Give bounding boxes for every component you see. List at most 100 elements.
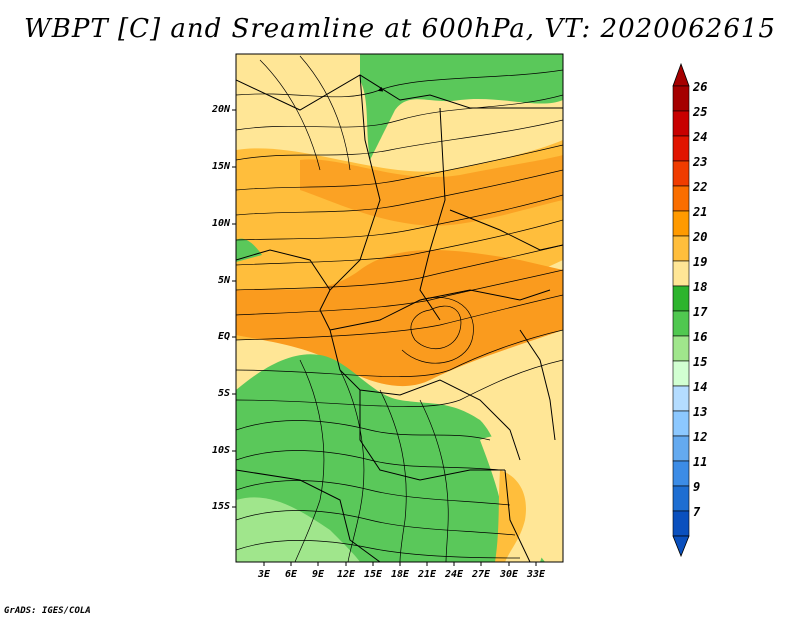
lon-label: 3E bbox=[257, 569, 271, 580]
border-line bbox=[319, 74, 381, 331]
border-line bbox=[236, 74, 563, 111]
border-line bbox=[329, 289, 551, 331]
colorbar-label: 25 bbox=[693, 105, 708, 119]
streamline bbox=[236, 359, 563, 407]
colorbar-label: 12 bbox=[693, 430, 708, 444]
streamline bbox=[236, 294, 563, 341]
streamline bbox=[236, 94, 563, 131]
streamline bbox=[299, 55, 351, 171]
streamline bbox=[339, 369, 365, 562]
colorbar-segment bbox=[672, 110, 690, 137]
field-green-south bbox=[236, 354, 545, 562]
streamline bbox=[236, 329, 563, 378]
colorbar-segment bbox=[672, 310, 690, 337]
streamline bbox=[236, 119, 563, 161]
border-line bbox=[329, 329, 521, 461]
colorbar-segment bbox=[672, 260, 690, 287]
border-line bbox=[359, 390, 505, 481]
streamline bbox=[236, 540, 521, 559]
colorbar-label: 9 bbox=[693, 480, 701, 494]
lat-ticks bbox=[232, 109, 236, 508]
colorbar-segment bbox=[672, 160, 690, 187]
border-line bbox=[236, 469, 381, 562]
colorbar-label: 20 bbox=[693, 230, 708, 244]
streamline bbox=[236, 480, 511, 506]
lon-label: 6E bbox=[284, 569, 298, 580]
lat-label: 15N bbox=[211, 161, 230, 172]
streamline bbox=[236, 244, 563, 291]
lon-label: 15E bbox=[363, 569, 383, 580]
colorbar-segment bbox=[672, 185, 690, 212]
streamline bbox=[419, 399, 449, 562]
streamline bbox=[236, 144, 563, 191]
colorbar-label: 18 bbox=[693, 280, 708, 294]
lon-label: 30E bbox=[499, 569, 519, 580]
colorbar-label: 26 bbox=[693, 80, 708, 94]
colorbar-segment bbox=[672, 85, 690, 112]
colorbar-label: 13 bbox=[693, 405, 708, 419]
lon-ticks bbox=[263, 562, 537, 566]
border-line bbox=[504, 469, 531, 562]
field-light-green-south bbox=[236, 497, 360, 562]
map-title: WBPT [C] and Sreamline at 600hPa, VT: 20… bbox=[24, 14, 776, 44]
field-orange-southeast bbox=[495, 470, 526, 562]
colorbar-segment bbox=[672, 335, 690, 362]
colorbar-top-arrow bbox=[672, 62, 690, 87]
lat-label: EQ bbox=[217, 331, 230, 342]
colorbar-label: 14 bbox=[693, 380, 708, 394]
streamline-vortex bbox=[401, 297, 474, 364]
colorbar-segment bbox=[672, 135, 690, 162]
border-line bbox=[449, 209, 563, 251]
streamline bbox=[236, 194, 563, 241]
lat-label: 5N bbox=[217, 275, 230, 286]
lat-label: 10S bbox=[211, 445, 230, 456]
colorbar-segment bbox=[672, 485, 690, 512]
lon-label: 12E bbox=[336, 569, 356, 580]
colorbar-segment bbox=[672, 435, 690, 462]
streamline bbox=[236, 420, 491, 441]
country-borders bbox=[236, 74, 563, 562]
lon-label: 27E bbox=[471, 569, 491, 580]
streamline bbox=[259, 59, 321, 171]
lon-label: 18E bbox=[390, 569, 410, 580]
streamline bbox=[236, 219, 563, 266]
field-green-west-spot bbox=[236, 238, 262, 262]
lon-label: 24E bbox=[444, 569, 464, 580]
streamline bbox=[236, 169, 563, 216]
streamline bbox=[236, 69, 563, 98]
colorbar-label: 19 bbox=[693, 255, 708, 269]
colorbar-segment bbox=[672, 360, 690, 387]
wbpt-field bbox=[236, 54, 563, 562]
streamline bbox=[294, 359, 325, 562]
lat-label: 20N bbox=[211, 104, 230, 115]
streamline bbox=[236, 450, 501, 471]
colorbar-label: 11 bbox=[693, 455, 708, 469]
lat-label: 10N bbox=[211, 218, 230, 229]
colorbar-label: 15 bbox=[693, 355, 708, 369]
colorbar-segment bbox=[672, 235, 690, 262]
colorbar-segments bbox=[672, 85, 690, 537]
lon-label: 21E bbox=[417, 569, 437, 580]
colorbar-label: 22 bbox=[693, 180, 708, 194]
field-dark-orange-north bbox=[300, 155, 563, 226]
lat-label: 15S bbox=[211, 501, 230, 512]
border-line bbox=[519, 329, 556, 441]
footer-credit: GrADS: IGES/COLA bbox=[4, 606, 91, 616]
colorbar-label: 23 bbox=[693, 155, 708, 169]
colorbar-label: 7 bbox=[693, 505, 701, 519]
border-line bbox=[419, 107, 446, 321]
streamline-vortex bbox=[410, 305, 462, 349]
colorbar-label: 17 bbox=[693, 305, 708, 319]
colorbar bbox=[672, 62, 690, 558]
colorbar-segment bbox=[672, 510, 690, 537]
colorbar-segment bbox=[672, 410, 690, 437]
field-dark-orange-core bbox=[236, 250, 563, 387]
colorbar-label: 16 bbox=[693, 330, 708, 344]
colorbar-label: 21 bbox=[693, 205, 708, 219]
colorbar-segment bbox=[672, 285, 690, 312]
border-line bbox=[236, 249, 331, 291]
lon-label: 33E bbox=[526, 569, 546, 580]
colorbar-label: 24 bbox=[693, 130, 708, 144]
field-green-north bbox=[360, 54, 563, 160]
